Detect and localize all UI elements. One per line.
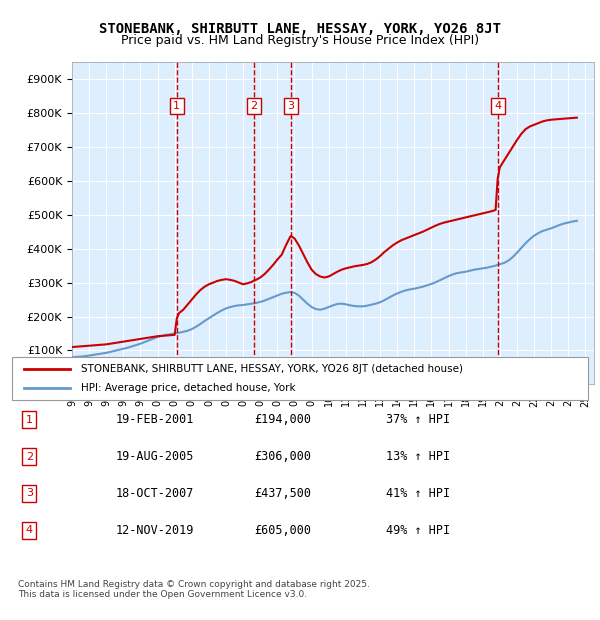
Text: Contains HM Land Registry data © Crown copyright and database right 2025.
This d: Contains HM Land Registry data © Crown c… xyxy=(18,580,370,599)
FancyBboxPatch shape xyxy=(12,356,588,400)
Text: 4: 4 xyxy=(494,101,501,111)
Text: 1: 1 xyxy=(173,101,180,111)
Text: £437,500: £437,500 xyxy=(254,487,311,500)
Text: 3: 3 xyxy=(26,489,33,498)
Text: 2: 2 xyxy=(26,451,33,461)
Text: 2: 2 xyxy=(250,101,257,111)
Text: 13% ↑ HPI: 13% ↑ HPI xyxy=(386,450,451,463)
Text: 41% ↑ HPI: 41% ↑ HPI xyxy=(386,487,451,500)
Text: 37% ↑ HPI: 37% ↑ HPI xyxy=(386,414,451,426)
Text: 18-OCT-2007: 18-OCT-2007 xyxy=(116,487,194,500)
Text: 3: 3 xyxy=(287,101,295,111)
Text: 12-NOV-2019: 12-NOV-2019 xyxy=(116,524,194,537)
Text: £194,000: £194,000 xyxy=(254,414,311,426)
Text: STONEBANK, SHIRBUTT LANE, HESSAY, YORK, YO26 8JT: STONEBANK, SHIRBUTT LANE, HESSAY, YORK, … xyxy=(99,22,501,36)
Text: £306,000: £306,000 xyxy=(254,450,311,463)
Text: 19-AUG-2005: 19-AUG-2005 xyxy=(116,450,194,463)
Text: £605,000: £605,000 xyxy=(254,524,311,537)
Text: 4: 4 xyxy=(26,525,33,535)
Text: 49% ↑ HPI: 49% ↑ HPI xyxy=(386,524,451,537)
Text: 19-FEB-2001: 19-FEB-2001 xyxy=(116,414,194,426)
Text: Price paid vs. HM Land Registry's House Price Index (HPI): Price paid vs. HM Land Registry's House … xyxy=(121,34,479,47)
Text: HPI: Average price, detached house, York: HPI: Average price, detached house, York xyxy=(81,383,296,392)
Text: STONEBANK, SHIRBUTT LANE, HESSAY, YORK, YO26 8JT (detached house): STONEBANK, SHIRBUTT LANE, HESSAY, YORK, … xyxy=(81,364,463,374)
Text: 1: 1 xyxy=(26,415,33,425)
